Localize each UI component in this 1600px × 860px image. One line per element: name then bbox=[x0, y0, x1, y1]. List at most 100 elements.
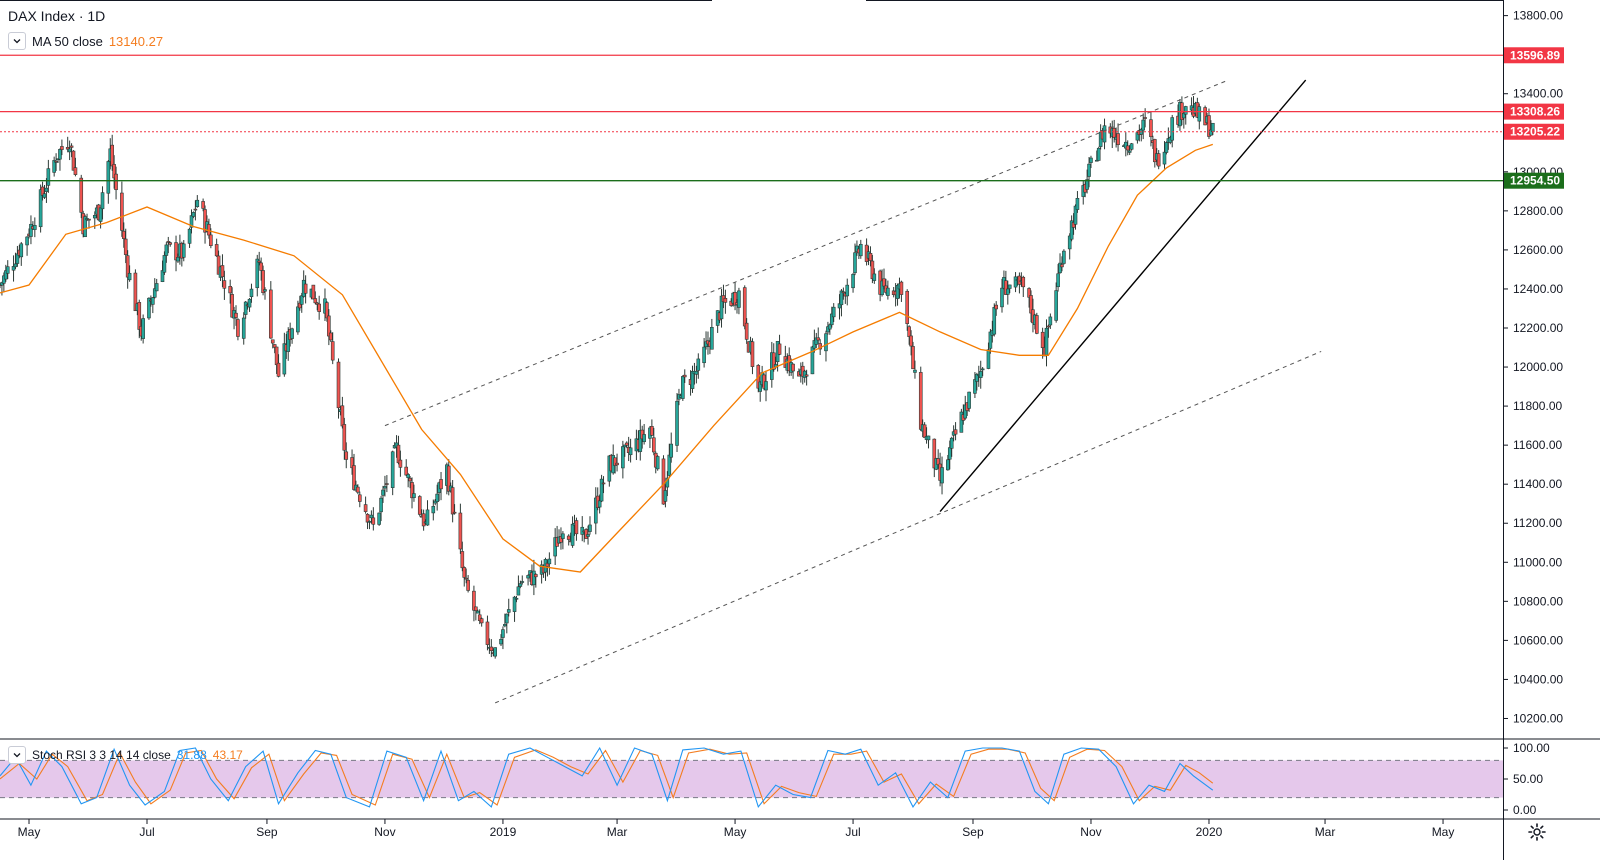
candle bbox=[737, 290, 741, 308]
candle bbox=[421, 513, 426, 527]
candle bbox=[547, 558, 552, 565]
candle bbox=[431, 506, 436, 514]
candle bbox=[58, 149, 62, 160]
level-price-label-bg bbox=[1504, 103, 1564, 120]
candle bbox=[922, 424, 927, 438]
stoch-d-line bbox=[0, 748, 1214, 806]
candle bbox=[514, 597, 519, 600]
candle bbox=[816, 337, 821, 341]
candle bbox=[417, 496, 422, 515]
candle bbox=[207, 224, 211, 236]
candle bbox=[406, 474, 410, 478]
stoch-tick-label: 100.00 bbox=[1513, 741, 1550, 755]
candle bbox=[1170, 117, 1175, 141]
candle bbox=[151, 297, 155, 305]
candle bbox=[15, 253, 20, 264]
candle bbox=[123, 238, 128, 255]
candle bbox=[162, 255, 167, 273]
candle bbox=[110, 144, 114, 167]
candle bbox=[474, 606, 478, 611]
time-tick-label: Jul bbox=[139, 825, 154, 839]
candle bbox=[191, 212, 196, 217]
candle bbox=[189, 215, 194, 228]
candle bbox=[214, 244, 219, 257]
candle bbox=[858, 243, 863, 257]
candle bbox=[791, 363, 795, 372]
candle bbox=[187, 228, 192, 244]
candle bbox=[696, 358, 701, 371]
candle bbox=[1000, 287, 1004, 308]
candle bbox=[398, 459, 403, 468]
candle bbox=[913, 369, 917, 373]
candle bbox=[356, 486, 360, 493]
candle bbox=[810, 346, 815, 375]
candle bbox=[978, 371, 983, 378]
time-tick-label: Nov bbox=[1080, 825, 1101, 839]
candle bbox=[561, 533, 565, 539]
candle bbox=[25, 236, 29, 246]
candle bbox=[642, 434, 646, 443]
candle bbox=[518, 583, 523, 587]
candle bbox=[1087, 163, 1091, 177]
candle bbox=[1197, 106, 1202, 122]
candle bbox=[121, 230, 126, 239]
candle bbox=[506, 609, 511, 613]
candle bbox=[1149, 119, 1153, 138]
candle bbox=[932, 438, 937, 469]
candle bbox=[1127, 150, 1132, 153]
candle bbox=[462, 567, 467, 578]
level-price-label-bg bbox=[1504, 47, 1564, 64]
candle bbox=[352, 465, 356, 490]
candle bbox=[472, 590, 476, 611]
price-tick-label: 11000.00 bbox=[1513, 555, 1562, 569]
candle bbox=[317, 303, 321, 312]
candle bbox=[313, 298, 318, 304]
candle bbox=[853, 252, 857, 274]
candle bbox=[452, 511, 457, 514]
time-tick-label: 2020 bbox=[1196, 825, 1223, 839]
candle bbox=[574, 520, 579, 535]
candle bbox=[464, 577, 468, 580]
candle bbox=[992, 307, 997, 335]
candle bbox=[744, 322, 749, 340]
candle bbox=[69, 145, 74, 148]
candle bbox=[570, 523, 575, 546]
candle bbox=[46, 168, 51, 186]
chevron-down-icon[interactable] bbox=[8, 746, 26, 764]
candle bbox=[193, 208, 198, 211]
candle bbox=[249, 288, 254, 298]
candle bbox=[216, 255, 221, 275]
candle bbox=[831, 306, 836, 318]
time-tick-label: Mar bbox=[1315, 825, 1336, 839]
chevron-down-icon[interactable] bbox=[8, 32, 26, 50]
candle bbox=[137, 302, 142, 330]
candle bbox=[911, 346, 915, 370]
candle bbox=[851, 274, 855, 289]
price-tick-label: 10200.00 bbox=[1513, 711, 1563, 725]
candle bbox=[702, 346, 706, 364]
candle bbox=[516, 586, 521, 596]
price-tick-label: 12600.00 bbox=[1513, 243, 1563, 257]
time-tick-label: Sep bbox=[256, 825, 278, 839]
candle bbox=[1211, 122, 1215, 132]
candle bbox=[493, 647, 497, 657]
candle bbox=[1013, 276, 1018, 288]
candle bbox=[909, 335, 913, 347]
support-trendline bbox=[939, 79, 1307, 512]
candle bbox=[272, 344, 277, 348]
candle bbox=[599, 478, 604, 502]
candle bbox=[804, 374, 809, 377]
candle bbox=[980, 368, 985, 371]
price-tick-label: 13400.00 bbox=[1513, 87, 1563, 101]
candle bbox=[29, 223, 33, 237]
gear-icon[interactable] bbox=[1527, 822, 1547, 842]
level-price-label: 13596.89 bbox=[1510, 48, 1560, 62]
stoch-tick-label: 50.00 bbox=[1513, 772, 1543, 786]
level-price-label-bg bbox=[1504, 172, 1564, 189]
time-tick-label: Mar bbox=[607, 825, 628, 839]
candle bbox=[98, 207, 103, 222]
candle bbox=[681, 376, 685, 399]
candle bbox=[38, 189, 43, 228]
